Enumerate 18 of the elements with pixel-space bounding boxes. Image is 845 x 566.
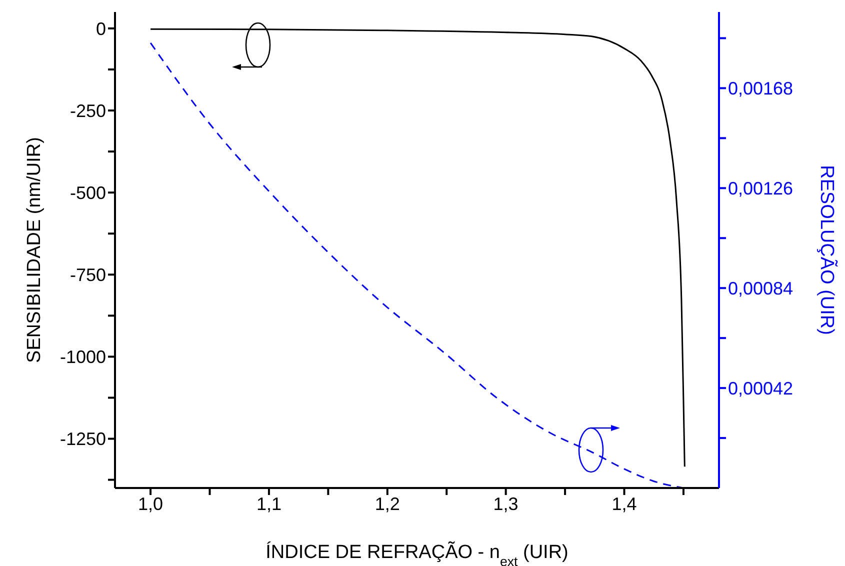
y-tick-label: -750 [70,265,106,286]
y-tick-label: 0 [96,18,106,39]
y-tick-label: -500 [70,182,106,203]
x-tick-label: 1,3 [493,494,518,514]
y2-axis-title: RESOLUÇÃO (UIR) [816,165,838,335]
y2-tick-label: 0,00168 [728,78,794,99]
y-axis-title: SENSIBILIDADE (nm/UIR) [24,137,46,363]
y-tick-label: -1000 [60,347,106,368]
x-tick-label: 1,2 [374,494,400,514]
x-tick-label: 1,1 [256,494,282,514]
x-tick-label: 1,4 [612,494,637,514]
y2-tick-label: 0,00084 [728,278,794,298]
x-axis-title: ÍNDICE DE REFRAÇÃO - n$_{ext}$ (UIR) [266,541,568,566]
y2-tick-label: 0,00126 [728,178,794,199]
y-tick-label: -1250 [60,429,106,450]
y-tick-label: -250 [70,100,106,121]
x-tick-label: 1,0 [138,494,164,514]
y2-tick-label: 0,00042 [728,378,794,398]
